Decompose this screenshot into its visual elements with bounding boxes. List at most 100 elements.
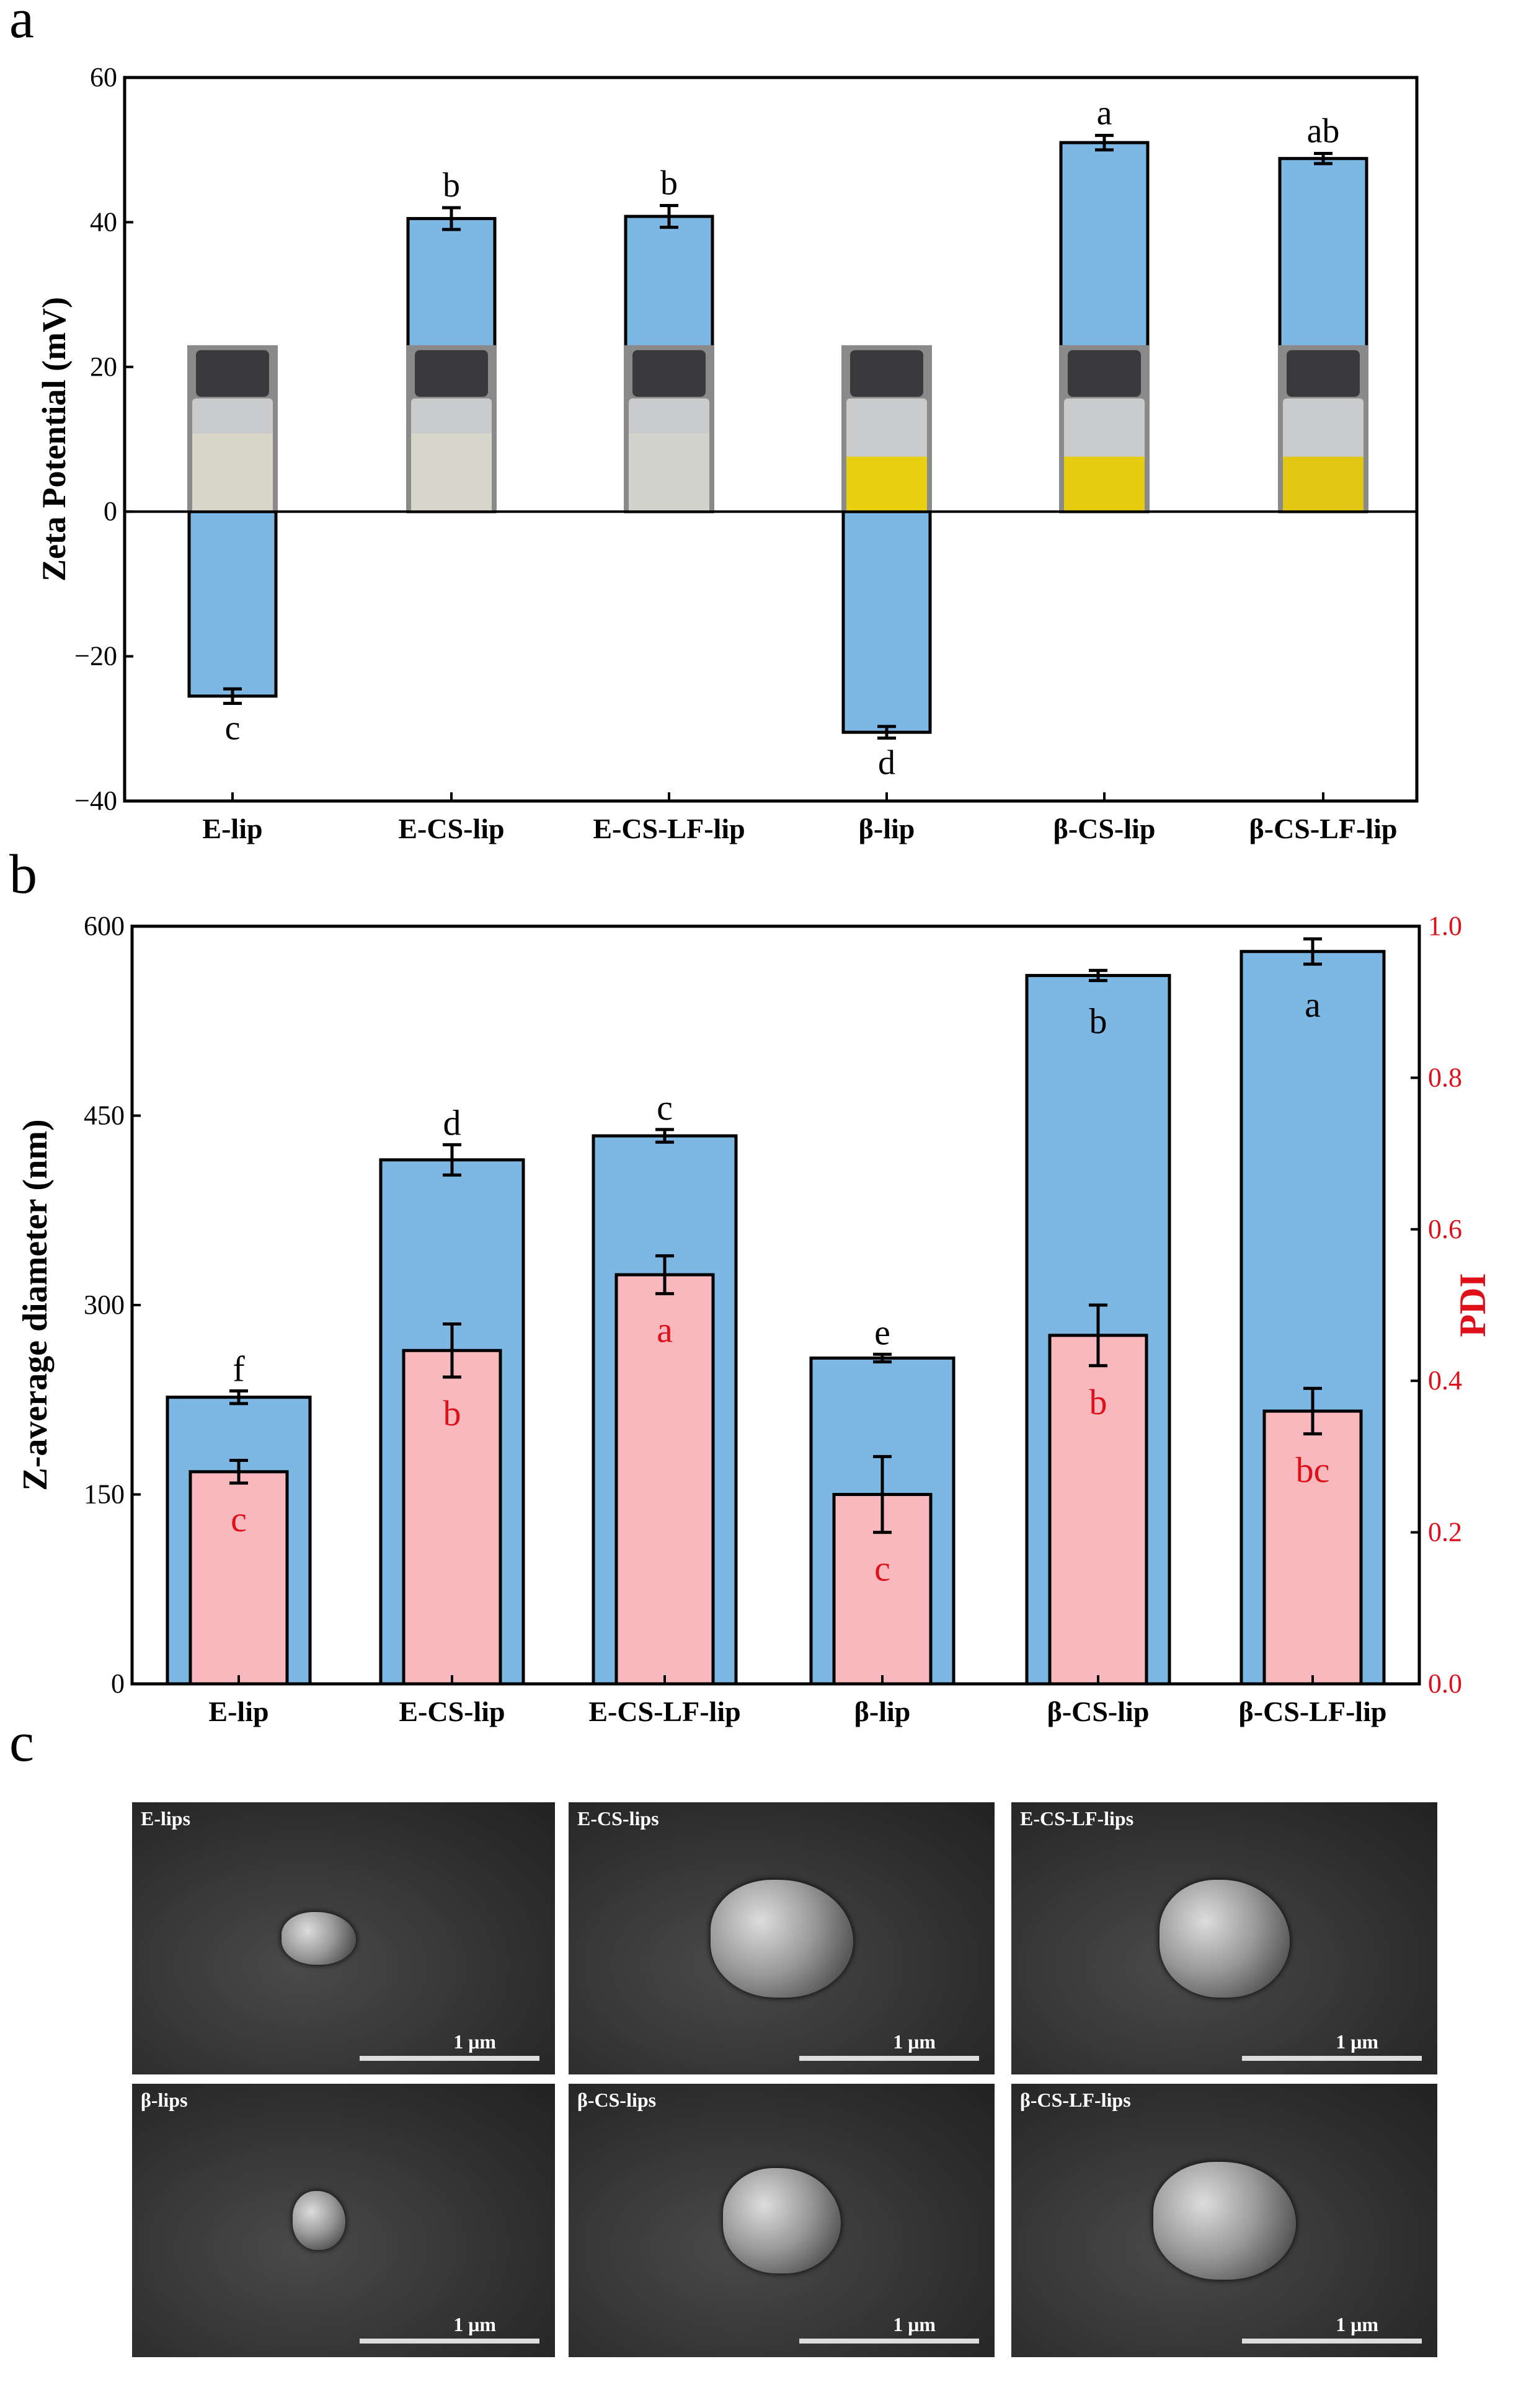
pdi-bar bbox=[188, 1470, 289, 1686]
scale-bar bbox=[1242, 2339, 1422, 2344]
scale-bar bbox=[799, 2339, 979, 2344]
sem-image: E-CS-LF-lips 1 μm bbox=[1011, 1802, 1437, 2074]
particle bbox=[710, 1879, 853, 1998]
pdi-significance-letter: b bbox=[1089, 1382, 1107, 1422]
x-tick-label: E-CS-LF-lip bbox=[593, 813, 745, 844]
y-tick-label: 450 bbox=[84, 1100, 125, 1131]
significance-letter: d bbox=[878, 743, 895, 782]
sem-image: β-CS-lips 1 μm bbox=[569, 2084, 995, 2357]
y-tick-label: −20 bbox=[74, 641, 117, 671]
sem-image-label: E-lips bbox=[141, 1807, 191, 1830]
particle bbox=[292, 2191, 345, 2250]
y2-tick-label: 0.0 bbox=[1428, 1668, 1462, 1699]
y2-tick-label: 0.8 bbox=[1428, 1062, 1462, 1092]
pdi-significance-letter: a bbox=[657, 1310, 673, 1350]
sem-image: β-lips 1 μm bbox=[132, 2084, 555, 2357]
figure-charts: a b c −40 −20 0 20 40 60 c E-lip b E-CS-lip b E-CS-… bbox=[9, 0, 1493, 1773]
significance-letter: b bbox=[443, 166, 460, 205]
zeta-bar bbox=[841, 510, 932, 734]
x-tick-label: β-CS-LF-lip bbox=[1249, 813, 1398, 844]
sem-image-label: β-lips bbox=[141, 2089, 188, 2111]
significance-letter: b bbox=[660, 164, 678, 203]
sem-image-label: E-CS-lips bbox=[577, 1807, 659, 1830]
y-tick-label: 0 bbox=[111, 1668, 125, 1699]
y-tick-label: 60 bbox=[90, 62, 117, 92]
scale-bar bbox=[360, 2339, 539, 2344]
x-tick-label: β-lip bbox=[859, 813, 915, 844]
particle bbox=[1159, 1879, 1290, 1998]
sem-image-label: β-CS-LF-lips bbox=[1020, 2089, 1131, 2111]
z-significance-letter: a bbox=[1305, 985, 1321, 1025]
vial-liquid bbox=[1064, 456, 1145, 512]
scale-bar-label: 1 μm bbox=[893, 2313, 936, 2335]
y2-tick-label: 0.4 bbox=[1428, 1365, 1462, 1396]
vial-cap bbox=[1287, 350, 1360, 397]
particle bbox=[282, 1912, 356, 1965]
y2-tick-label: 1.0 bbox=[1428, 911, 1462, 941]
sem-image: E-CS-lips 1 μm bbox=[569, 1802, 995, 2074]
x-tick-label: β-CS-LF-lip bbox=[1239, 1696, 1387, 1727]
vial-liquid bbox=[629, 433, 709, 512]
plot-frame bbox=[123, 76, 1419, 803]
scale-bar-label: 1 μm bbox=[453, 2313, 496, 2335]
pdi-bar bbox=[402, 1348, 502, 1686]
scale-bar-label: 1 μm bbox=[893, 2030, 936, 2053]
x-tick-label: E-CS-lip bbox=[398, 813, 504, 844]
plot-frame bbox=[130, 924, 1421, 1686]
y-axis-title: Zeta Potential (mV) bbox=[35, 297, 73, 582]
vial-cap bbox=[850, 350, 923, 397]
y-axis-title: Z-average diameter (nm) bbox=[16, 1119, 55, 1490]
particle bbox=[722, 2167, 841, 2273]
vial-liquid bbox=[192, 433, 273, 512]
y-tick-label: 20 bbox=[90, 352, 117, 382]
y2-axis-title: PDI bbox=[1452, 1273, 1493, 1337]
x-tick-label: E-CS-lip bbox=[399, 1696, 505, 1727]
scale-bar-label: 1 μm bbox=[1336, 2030, 1378, 2053]
sem-image: β-CS-LF-lips 1 μm bbox=[1011, 2084, 1437, 2357]
y-tick-label: 600 bbox=[84, 911, 125, 941]
z-significance-letter: c bbox=[657, 1087, 673, 1128]
y-tick-label: 150 bbox=[84, 1479, 125, 1510]
vial-liquid bbox=[411, 433, 492, 512]
panel-label-b: b bbox=[9, 844, 37, 905]
y-tick-label: 300 bbox=[84, 1290, 125, 1320]
y2-tick-label: 0.6 bbox=[1428, 1214, 1462, 1244]
y-tick-label: 40 bbox=[90, 206, 117, 237]
y-tick-label: −40 bbox=[74, 786, 117, 816]
significance-letter: c bbox=[225, 709, 241, 747]
pdi-significance-letter: c bbox=[231, 1499, 247, 1539]
panel-label-c: c bbox=[9, 1712, 34, 1773]
significance-letter: a bbox=[1097, 94, 1112, 132]
scale-bar bbox=[360, 2056, 539, 2061]
y-tick-label: 0 bbox=[104, 496, 117, 526]
pdi-significance-letter: bc bbox=[1296, 1450, 1330, 1490]
zeta-chart: −40 −20 0 20 40 60 c E-lip b E-CS-lip b E-CS-LF-lip… bbox=[35, 62, 1419, 844]
sem-image-label: β-CS-lips bbox=[577, 2089, 657, 2111]
x-tick-label: β-CS-lip bbox=[1053, 813, 1156, 844]
x-tick-label: β-CS-lip bbox=[1047, 1696, 1150, 1727]
size-pdi-chart: 0 150 300 450 600 0.0 0.2 0.4 0.6 0.8 1.0 f c E-lip d b… bbox=[16, 911, 1493, 1727]
pdi-bar bbox=[614, 1273, 715, 1686]
z-significance-letter: b bbox=[1089, 1001, 1107, 1042]
scale-bar bbox=[1242, 2056, 1422, 2061]
zeta-bar bbox=[187, 510, 278, 698]
x-tick-label: E-lip bbox=[202, 813, 262, 844]
vial-liquid bbox=[1283, 456, 1364, 512]
z-significance-letter: d bbox=[443, 1102, 461, 1143]
particle bbox=[1153, 2161, 1296, 2280]
scale-bar-label: 1 μm bbox=[453, 2030, 496, 2053]
x-tick-label: E-lip bbox=[208, 1696, 268, 1727]
sem-image: E-lips 1 μm bbox=[132, 1802, 555, 2074]
vial-cap bbox=[1068, 350, 1141, 397]
z-significance-letter: e bbox=[874, 1312, 890, 1352]
vial-liquid bbox=[846, 456, 927, 512]
panel-label-a: a bbox=[9, 0, 34, 50]
x-tick-label: β-lip bbox=[854, 1696, 911, 1727]
x-tick-label: E-CS-LF-lip bbox=[588, 1696, 740, 1727]
significance-letter: ab bbox=[1307, 112, 1340, 151]
pdi-significance-letter: b bbox=[443, 1393, 461, 1433]
vial-cap bbox=[632, 350, 706, 397]
scale-bar-label: 1 μm bbox=[1336, 2313, 1378, 2335]
z-significance-letter: f bbox=[233, 1348, 245, 1389]
sem-image-label: E-CS-LF-lips bbox=[1020, 1807, 1134, 1830]
